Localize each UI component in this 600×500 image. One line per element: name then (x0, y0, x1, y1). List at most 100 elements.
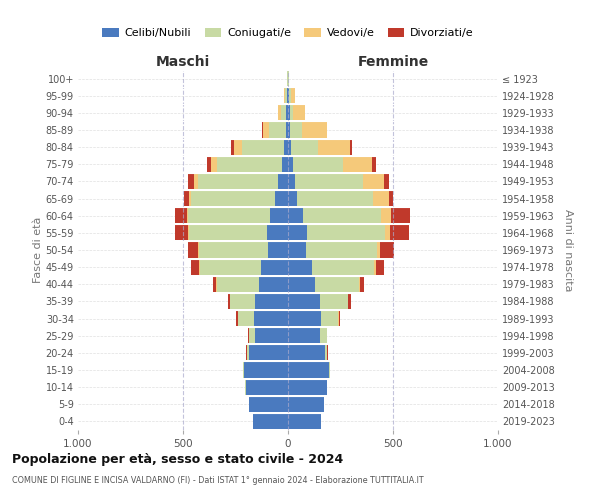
Bar (227, 294, 230, 309)
Bar (385, 226, 390, 240)
Bar (262, 122, 263, 138)
Bar (288, 226, 307, 240)
Bar (295, 174, 362, 189)
Bar (288, 362, 329, 378)
Bar (327, 328, 328, 344)
Bar (248, 328, 249, 344)
Bar (325, 346, 327, 360)
Bar (377, 242, 380, 258)
Bar (302, 122, 327, 138)
Bar (189, 191, 191, 206)
Bar (217, 276, 259, 292)
Bar (286, 122, 288, 138)
Bar (303, 208, 382, 224)
Bar (217, 156, 282, 172)
Bar (263, 122, 269, 138)
Bar (200, 260, 260, 274)
Bar (188, 208, 270, 224)
Bar (312, 260, 374, 274)
Bar (193, 174, 198, 189)
Bar (288, 380, 327, 394)
Bar (188, 242, 198, 258)
Bar (287, 88, 288, 104)
Text: Popolazione per età, sesso e stato civile - 2024: Popolazione per età, sesso e stato civil… (12, 452, 343, 466)
Bar (348, 294, 351, 309)
Bar (319, 140, 350, 154)
Bar (249, 396, 288, 412)
Bar (329, 362, 330, 378)
Bar (290, 106, 293, 120)
Bar (288, 191, 298, 206)
Bar (298, 191, 373, 206)
Bar (199, 242, 268, 258)
Bar (288, 140, 291, 154)
Bar (285, 88, 287, 104)
Bar (235, 140, 242, 154)
Bar (268, 242, 288, 258)
Bar (290, 88, 295, 104)
Bar (230, 294, 256, 309)
Bar (306, 242, 377, 258)
Bar (281, 106, 286, 120)
Bar (390, 226, 409, 240)
Bar (253, 414, 288, 429)
Bar (290, 122, 302, 138)
Bar (288, 174, 295, 189)
Bar (256, 294, 288, 309)
Text: COMUNE DI FIGLINE E INCISA VALDARNO (FI) - Dati ISTAT 1° gennaio 2024 - Elaboraz: COMUNE DI FIGLINE E INCISA VALDARNO (FI)… (12, 476, 424, 485)
Bar (286, 106, 288, 120)
Bar (289, 88, 290, 104)
Bar (270, 208, 288, 224)
Y-axis label: Anni di nascita: Anni di nascita (563, 209, 574, 291)
Bar (380, 242, 394, 258)
Bar (288, 346, 325, 360)
Bar (288, 328, 320, 344)
Bar (288, 156, 293, 172)
Bar (260, 260, 288, 274)
Bar (376, 260, 384, 274)
Bar (288, 88, 289, 104)
Bar (256, 328, 288, 344)
Bar (343, 156, 373, 172)
Bar (247, 346, 249, 360)
Bar (187, 208, 188, 224)
Bar (278, 106, 281, 120)
Bar (198, 174, 277, 189)
Bar (288, 396, 324, 412)
Bar (288, 311, 320, 326)
Text: Femmine: Femmine (358, 55, 428, 69)
Bar (288, 260, 312, 274)
Bar (288, 242, 306, 258)
Bar (175, 208, 187, 224)
Bar (284, 140, 288, 154)
Bar (198, 242, 199, 258)
Bar (269, 122, 286, 138)
Bar (254, 311, 288, 326)
Bar (338, 311, 340, 326)
Bar (288, 414, 320, 429)
Bar (277, 174, 288, 189)
Bar (382, 208, 391, 224)
Bar (259, 276, 288, 292)
Bar (383, 174, 389, 189)
Bar (190, 226, 267, 240)
Bar (236, 311, 238, 326)
Bar (350, 140, 352, 154)
Bar (191, 191, 275, 206)
Bar (288, 106, 290, 120)
Bar (327, 380, 328, 394)
Bar (212, 276, 217, 292)
Bar (242, 140, 284, 154)
Bar (373, 156, 376, 172)
Bar (284, 88, 285, 104)
Bar (275, 191, 288, 206)
Bar (293, 106, 305, 120)
Bar (191, 260, 199, 274)
Bar (249, 328, 256, 344)
Bar (293, 156, 343, 172)
Bar (249, 346, 288, 360)
Bar (211, 156, 217, 172)
Bar (243, 362, 244, 378)
Bar (288, 294, 320, 309)
Bar (320, 294, 348, 309)
